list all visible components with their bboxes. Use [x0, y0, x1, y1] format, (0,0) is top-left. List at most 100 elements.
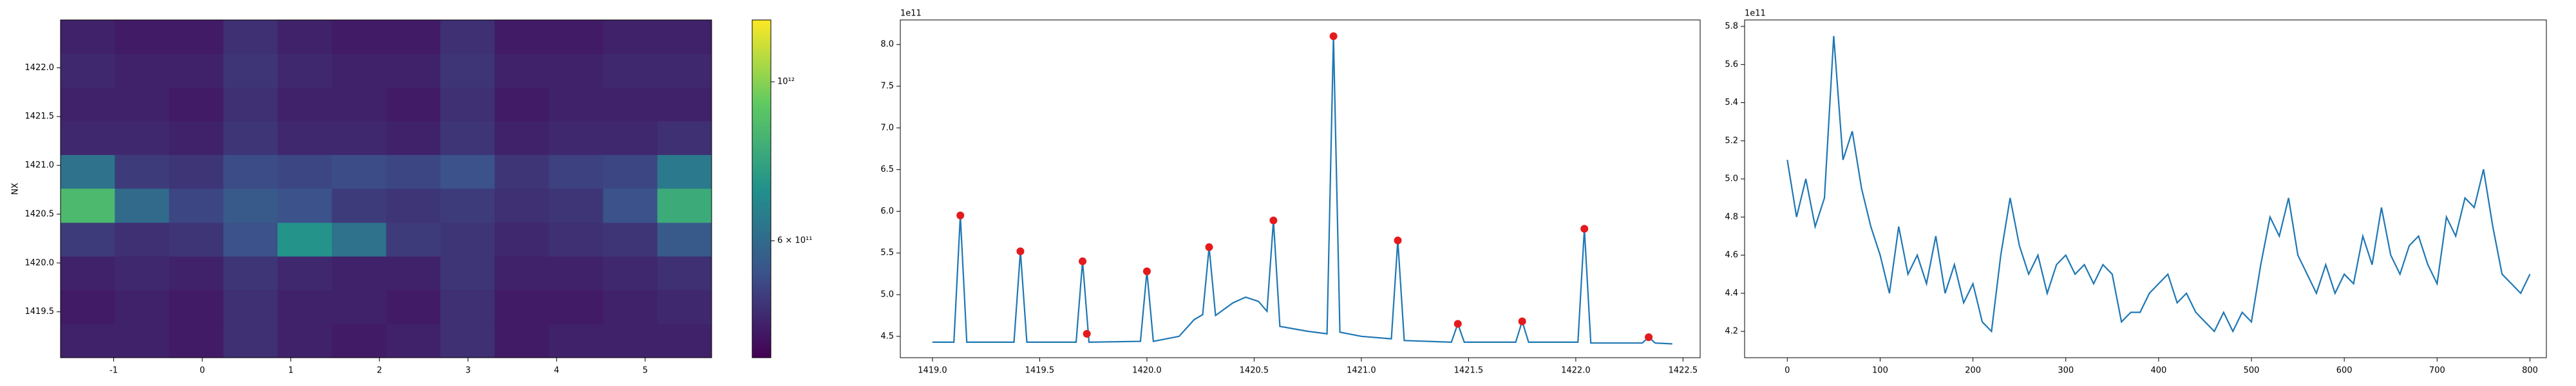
colorbar-segment: [752, 110, 771, 113]
heatmap-cell: [61, 188, 115, 223]
colorbar-segment: [752, 231, 771, 234]
colorbar-segment: [752, 96, 771, 99]
x-tick-label: 800: [2522, 366, 2538, 376]
colorbar-segment: [752, 239, 771, 243]
colorbar-segment: [752, 84, 771, 88]
y-tick-label: 7.0: [880, 123, 894, 133]
heatmap-cell: [657, 154, 712, 189]
peak-marker: [1394, 236, 1402, 244]
x-tick-label: 1422.5: [1669, 366, 1698, 376]
colorbar-segment: [752, 194, 771, 198]
heatmap-cell: [332, 154, 386, 189]
heatmap-cell: [278, 87, 332, 122]
colorbar-segment: [752, 276, 771, 279]
heatmap-cell: [223, 188, 278, 223]
heatmap-cell: [386, 324, 441, 358]
axes-frame: [60, 19, 712, 358]
heatmap-cell: [169, 290, 224, 325]
colorbar-segment: [752, 160, 771, 164]
colorbar-segment: [752, 352, 771, 356]
heatmap-cell: [495, 87, 549, 122]
colorbar-segment: [752, 138, 771, 142]
heatmap-cell: [495, 154, 549, 189]
heatmap-cell: [115, 20, 169, 54]
x-tick-label: 100: [1872, 366, 1888, 376]
colorbar-segment: [752, 326, 771, 330]
colorbar-segment: [752, 245, 771, 248]
colorbar-segment: [752, 90, 771, 94]
heatmap-cell: [657, 188, 712, 223]
x-tick-label: 2: [377, 366, 382, 376]
colorbar-segment: [752, 344, 771, 347]
heatmap-cell: [549, 154, 603, 189]
x-tick-label: 400: [2150, 366, 2166, 376]
colorbar-segment: [752, 127, 771, 131]
colorbar-segment: [752, 186, 771, 189]
colorbar-segment: [752, 76, 771, 80]
colorbar-segment: [752, 299, 771, 302]
colorbar-segment: [752, 191, 771, 195]
colorbar-segment: [752, 242, 771, 246]
x-tick-label: 0: [200, 366, 205, 376]
heatmap-cell: [657, 324, 712, 358]
x-tick-label: 700: [2429, 366, 2445, 376]
x-tick-label: 4: [554, 366, 559, 376]
heatmap-cell: [495, 222, 549, 257]
colorbar-segment: [752, 273, 771, 277]
heatmap-cell: [332, 256, 386, 291]
heatmap-cell: [332, 290, 386, 325]
y-tick-label: 1419.5: [25, 307, 55, 317]
colorbar-segment: [752, 197, 771, 201]
heatmap-cell: [549, 87, 603, 122]
heatmap-cell: [115, 53, 169, 88]
offset-label: 1e11: [1745, 9, 1766, 19]
colorbar-segment: [752, 78, 771, 82]
colorbar-segment: [752, 219, 771, 223]
colorbar-segment: [752, 270, 771, 274]
heatmap-cell: [495, 53, 549, 88]
x-tick-label: 300: [2058, 366, 2074, 376]
heatmap-cell: [603, 121, 658, 155]
colorbar-segment: [752, 31, 771, 35]
heatmap-cell: [169, 324, 224, 358]
heatmap-cell: [440, 87, 495, 122]
heatmap-cell: [386, 290, 441, 325]
colorbar-segment: [752, 118, 771, 122]
colorbar-frame: [752, 19, 772, 358]
colorbar-tick-label: 10¹²: [777, 77, 795, 87]
peak-marker: [1016, 247, 1025, 255]
heatmap-cell: [603, 324, 658, 358]
x-tick-label: 1421.5: [1454, 366, 1484, 376]
peak-marker: [1518, 317, 1526, 326]
y-tick-label: 1421.0: [25, 161, 55, 170]
heatmap-cell: [495, 324, 549, 358]
heatmap-cell: [169, 87, 224, 122]
heatmap-cell: [332, 53, 386, 88]
colorbar-segment: [752, 23, 771, 26]
heatmap-cell: [440, 53, 495, 88]
colorbar-segment: [752, 163, 771, 167]
colorbar-segment: [752, 354, 771, 358]
colorbar-segment: [752, 146, 771, 150]
peak-marker: [956, 211, 965, 219]
colorbar-segment: [752, 115, 771, 119]
axes-frame: [900, 19, 1701, 358]
heatmap-cell: [169, 256, 224, 291]
colorbar-segment: [752, 346, 771, 350]
x-tick-label: 3: [466, 366, 471, 376]
colorbar-segment: [752, 180, 771, 184]
x-tick-label: 500: [2244, 366, 2260, 376]
heatmap-cell: [657, 121, 712, 155]
peak-marker: [1205, 243, 1213, 252]
colorbar-segment: [752, 101, 771, 105]
heatmap-cell: [603, 20, 658, 54]
heatmap-cell: [61, 53, 115, 88]
heatmap-cell: [278, 20, 332, 54]
colorbar-segment: [752, 248, 771, 252]
colorbar-segment: [752, 62, 771, 66]
colorbar-segment: [752, 98, 771, 102]
heatmap-cell: [223, 290, 278, 325]
heatmap-cell: [549, 20, 603, 54]
peak-marker: [1142, 267, 1151, 275]
